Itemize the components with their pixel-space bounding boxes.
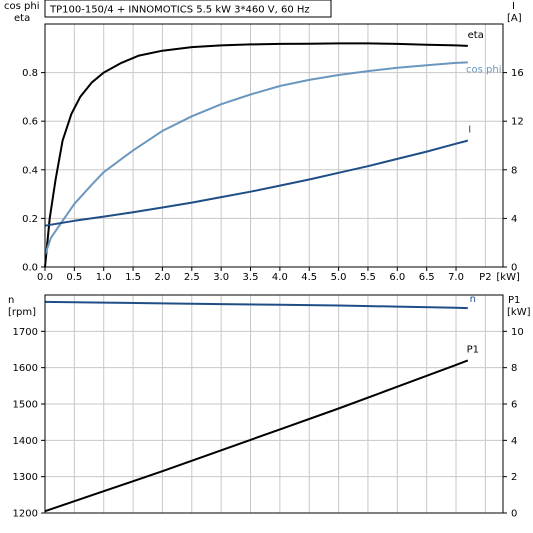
- top-left-axis-label-1: cos phi: [4, 1, 39, 12]
- series-label-P1: P1: [467, 344, 479, 355]
- x-tick-label: 3.0: [213, 272, 229, 283]
- series-label-n: n: [470, 294, 476, 305]
- bottom-plot-frame: [44, 294, 504, 514]
- series-label-I: I: [468, 125, 471, 136]
- y-right-tick-label: 6: [511, 400, 517, 411]
- x-tick-label: 3.5: [243, 272, 259, 283]
- x-tick-label: 1.5: [125, 272, 141, 283]
- x-axis-unit: [kW]: [496, 272, 520, 283]
- x-tick-label: 4.5: [301, 272, 317, 283]
- x-tick-label: 6.5: [419, 272, 435, 283]
- x-tick-label: 1.0: [96, 272, 112, 283]
- top-series-group: eta cos phi I: [44, 30, 502, 268]
- top-right-axis-label-1: I: [512, 1, 515, 12]
- y-left-tick-label: 1300: [13, 472, 38, 483]
- series-label-cos-phi: cos phi: [466, 64, 501, 75]
- series-label-eta: eta: [468, 30, 484, 41]
- top-right-axis-label-2: [A]: [507, 13, 522, 24]
- y-left-tick-label: 0.6: [22, 117, 38, 128]
- y-left-tick-label: 0.8: [22, 68, 38, 79]
- y-right-tick-label: 0: [511, 263, 517, 274]
- bottom-left-axis-label-2: [rpm]: [8, 307, 36, 318]
- y-left-tick-label: 1600: [13, 363, 38, 374]
- x-tick-label: 2.5: [184, 272, 200, 283]
- y-left-tick-label: 0.2: [22, 214, 38, 225]
- top-left-axis-label-2: eta: [14, 13, 30, 24]
- y-right-tick-label: 8: [511, 363, 517, 374]
- series-line-eta: [44, 42, 468, 268]
- y-right-tick-label: 10: [511, 327, 524, 338]
- series-line-n: [44, 300, 468, 310]
- y-left-tick-label: 0.4: [22, 165, 38, 176]
- y-right-tick-label: 16: [511, 68, 524, 79]
- bottom-left-axis-label-1: n: [8, 295, 14, 306]
- title-box: [44, 0, 332, 18]
- bottom-right-axis-label-1: P1: [508, 295, 520, 306]
- y-right-tick-label: 12: [511, 117, 524, 128]
- top-plot-frame: [44, 23, 504, 268]
- series-line-cos-phi: [44, 61, 468, 256]
- y-right-tick-label: 4: [511, 436, 517, 447]
- x-tick-label: 4.0: [272, 272, 288, 283]
- series-line-P1: [44, 359, 469, 513]
- series-line-I: [44, 139, 469, 227]
- y-left-tick-label: 1400: [13, 436, 38, 447]
- y-right-tick-label: 8: [511, 165, 517, 176]
- y-left-tick-label: 1200: [13, 509, 38, 520]
- x-tick-label: 5.0: [331, 272, 347, 283]
- x-tick-label: 5.5: [360, 272, 376, 283]
- x-tick-label: 0.5: [66, 272, 82, 283]
- x-tick-label: 6.0: [389, 272, 405, 283]
- x-tick-label: 7.0: [448, 272, 464, 283]
- x-tick-label: 2.0: [154, 272, 170, 283]
- tick-labels: 0.0 0.5 1.0 1.5 2.0 2.5 3.0 3.5 4.0 4.5 5.0 5.5 6.0 6…: [13, 68, 524, 519]
- y-left-tick-label: 1700: [13, 327, 38, 338]
- chart-title: TP100-150/4 + INNOMOTICS 5.5 kW 3*460 V,…: [49, 5, 310, 16]
- bottom-right-axis-label-2: [kW]: [507, 307, 531, 318]
- x-axis-name: P2: [479, 272, 491, 283]
- y-right-tick-label: 4: [511, 214, 517, 225]
- y-right-tick-label: 0: [511, 509, 517, 520]
- top-grid: [44, 24, 503, 268]
- y-left-tick-label: 0.0: [22, 263, 38, 274]
- y-left-tick-label: 1500: [13, 400, 38, 411]
- bottom-series-group: n P1: [44, 294, 479, 513]
- x-tick-label: 0.0: [37, 272, 53, 283]
- y-right-tick-label: 2: [511, 472, 517, 483]
